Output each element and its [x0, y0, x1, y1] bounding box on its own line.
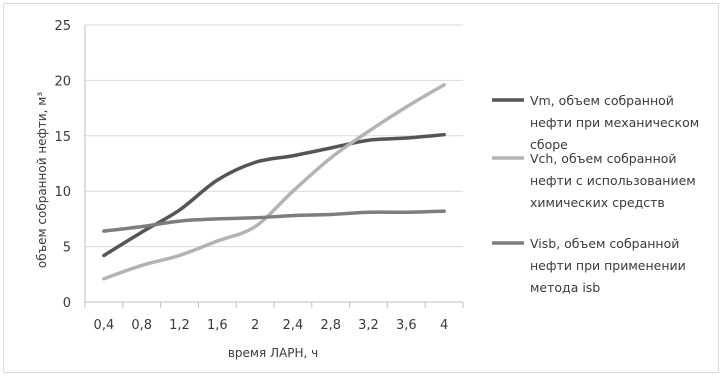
x-tick-label: 0,8 [131, 318, 152, 333]
x-tick-label: 1,2 [169, 318, 190, 333]
y-tick-labels: 0 5 10 15 20 25 [54, 19, 71, 311]
y-tick-label: 5 [63, 241, 71, 256]
y-tick-label: 25 [54, 19, 71, 34]
legend-label-3: Visb, объем собранной [530, 236, 679, 251]
axes [84, 25, 464, 308]
x-tick-labels: 0,4 0,8 1,2 1,6 2 2,4 2,8 3,2 3,6 4 [94, 318, 449, 333]
legend-label-2: Vch, объем собранной [530, 151, 677, 166]
y-axis-title: объем собранной нефти, м³ [35, 92, 49, 268]
y-tick-label: 0 [63, 296, 71, 311]
series-line-1 [102, 132, 446, 258]
x-tick-label: 3,6 [396, 318, 417, 333]
x-tick-label: 1,6 [207, 318, 228, 333]
x-axis-title: время ЛАРН, ч [228, 346, 318, 360]
legend-label-3: нефти при применении [530, 258, 686, 273]
x-tick-label: 2,8 [320, 318, 341, 333]
legend-label-2: нефти с использованием [530, 173, 696, 188]
y-tick-label: 20 [54, 74, 71, 89]
y-tick-label: 15 [54, 130, 71, 145]
x-tick-label: 3,2 [358, 318, 379, 333]
series-lines [102, 83, 446, 281]
legend-label-1: Vm, объем собранной [530, 93, 674, 108]
legend: Vm, объем собранной нефти при механическо… [492, 93, 699, 295]
legend-label-1: сборе [530, 137, 568, 152]
legend-label-3: метода isb [530, 280, 600, 295]
gridlines [85, 24, 463, 248]
series-line-3 [102, 209, 446, 233]
x-tick-label: 2,4 [283, 318, 304, 333]
legend-label-1: нефти при механическом [530, 115, 699, 130]
x-tick-label: 0,4 [94, 318, 115, 333]
x-tick-label: 4 [440, 318, 448, 333]
y-tick-label: 10 [54, 185, 71, 200]
legend-label-2: химических средств [530, 195, 665, 210]
chart-frame [3, 3, 719, 373]
series-line-2 [102, 83, 446, 281]
x-tick-label: 2 [251, 318, 259, 333]
